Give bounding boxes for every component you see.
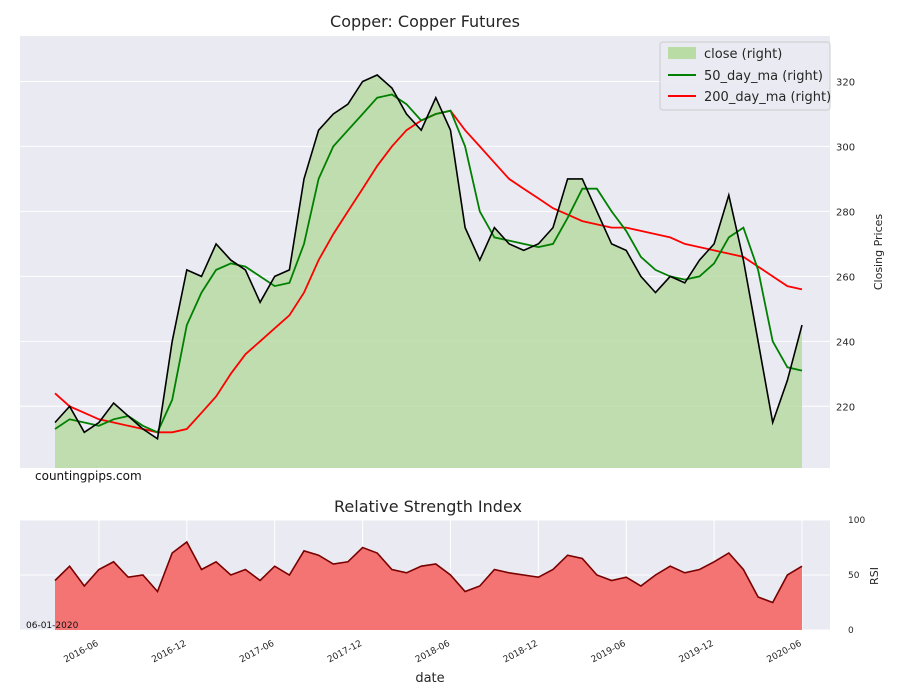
x-tick-label: 2017-06 xyxy=(238,639,276,666)
close-area xyxy=(55,75,802,468)
rsi-area xyxy=(55,542,802,630)
ma50-line xyxy=(54,93,803,434)
rsi-line xyxy=(54,540,803,604)
main-y-ticks: 220 240 260 280 300 320 xyxy=(836,77,855,413)
x-tick-label: 2019-12 xyxy=(678,639,716,665)
rsi-title: Relative Strength Index xyxy=(334,497,522,516)
main-y-tick-label: 300 xyxy=(836,142,855,153)
main-y-tick-label: 240 xyxy=(836,337,855,348)
legend: close (right) 50_day_ma (right) 200_day_… xyxy=(659,41,831,111)
main-y-tick-label: 260 xyxy=(836,272,855,283)
rsi-y-tick-label: 50 xyxy=(848,571,860,581)
rsi-y-tick-label: 0 xyxy=(848,626,854,636)
main-y-tick-label: 220 xyxy=(836,402,855,413)
legend-entry-ma50: 50_day_ma (right) xyxy=(704,69,823,84)
main-y-tick-label: 320 xyxy=(836,77,855,88)
legend-swatch-close xyxy=(668,47,696,59)
rsi-y-label: RSI xyxy=(868,567,881,585)
x-tick-label: 2016-06 xyxy=(62,639,100,666)
main-title: Copper: Copper Futures xyxy=(330,12,520,31)
close-line xyxy=(54,74,803,441)
x-tick-label: 2016-12 xyxy=(150,639,188,665)
main-y-label: Closing Prices xyxy=(872,214,885,291)
watermark: countingpips.com xyxy=(35,469,142,483)
x-tick-label: 2018-12 xyxy=(502,639,540,665)
rsi-x-ticks: 2016-06 2016-12 2017-06 2017-12 2018-06 2018-… xyxy=(62,639,803,666)
x-tick-label: 2020-06 xyxy=(766,639,804,666)
rsi-y-tick-label: 100 xyxy=(848,516,865,526)
date-stamp: 06-01-2020 xyxy=(26,621,79,631)
main-y-tick-label: 280 xyxy=(836,207,855,218)
x-tick-label: 2018-06 xyxy=(414,639,452,666)
x-tick-label: 2019-06 xyxy=(590,639,628,666)
legend-box xyxy=(659,41,831,111)
rsi-y-ticks: 0 50 100 xyxy=(848,516,865,636)
legend-entry-close: close (right) xyxy=(704,47,782,62)
x-tick-label: 2017-12 xyxy=(326,639,364,665)
legend-entry-ma200: 200_day_ma (right) xyxy=(704,90,831,105)
rsi-x-label: date xyxy=(415,671,444,686)
